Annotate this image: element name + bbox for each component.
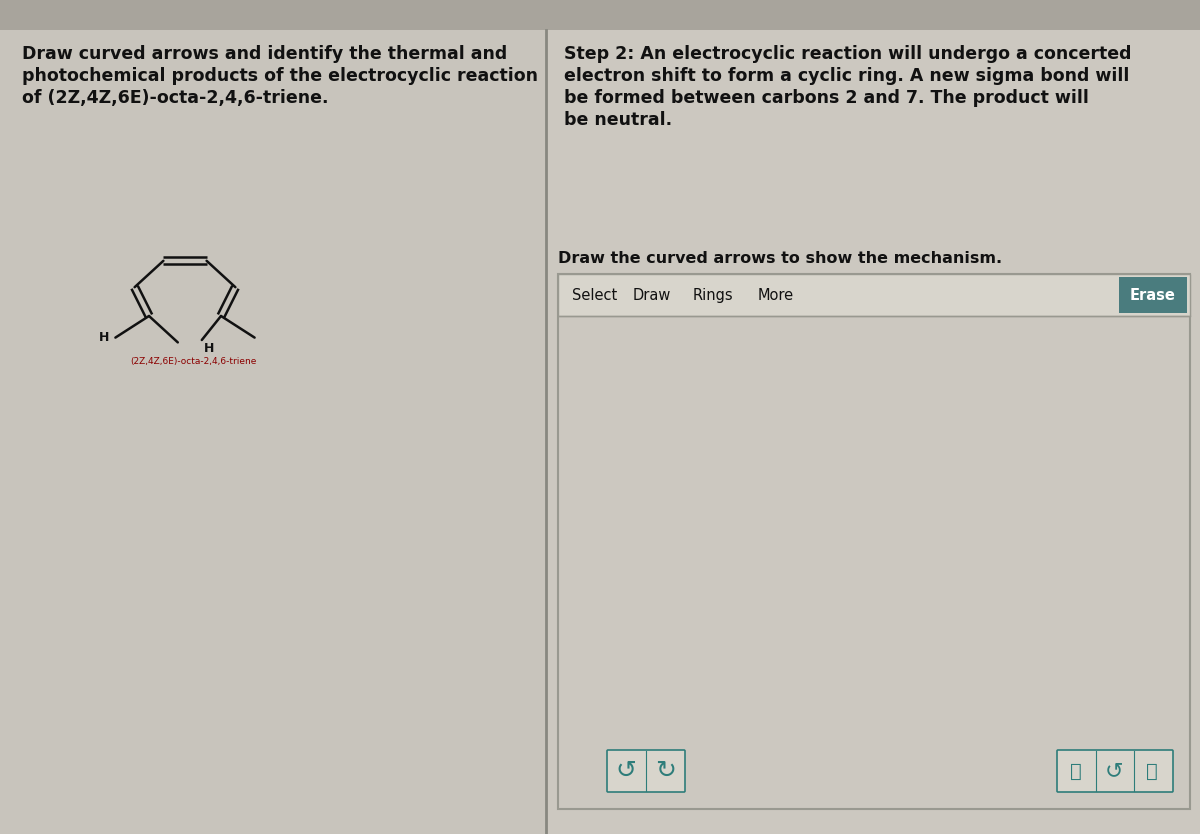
Text: ↺: ↺ bbox=[616, 759, 636, 783]
Text: Step 2: An electrocyclic reaction will undergo a concerted: Step 2: An electrocyclic reaction will u… bbox=[564, 45, 1132, 63]
Text: be neutral.: be neutral. bbox=[564, 111, 672, 129]
Text: Draw the curved arrows to show the mechanism.: Draw the curved arrows to show the mecha… bbox=[558, 251, 1002, 266]
Text: More: More bbox=[758, 288, 794, 303]
Bar bbox=[0, 0, 1200, 30]
Text: ↻: ↻ bbox=[655, 759, 677, 783]
Text: (2Z,4Z,6E)-octa-2,4,6-triene: (2Z,4Z,6E)-octa-2,4,6-triene bbox=[130, 357, 257, 366]
Bar bbox=[546, 30, 1200, 834]
Text: Draw: Draw bbox=[634, 288, 671, 303]
Text: H: H bbox=[204, 342, 214, 355]
Bar bbox=[558, 274, 1190, 809]
Text: ↺: ↺ bbox=[1105, 761, 1123, 781]
Text: Select: Select bbox=[572, 288, 617, 303]
Bar bbox=[1120, 277, 1187, 313]
Text: Rings: Rings bbox=[694, 288, 733, 303]
Text: photochemical products of the electrocyclic reaction: photochemical products of the electrocyc… bbox=[23, 67, 539, 85]
Text: 🔍: 🔍 bbox=[1146, 761, 1158, 781]
Text: electron shift to form a cyclic ring. A new sigma bond will: electron shift to form a cyclic ring. A … bbox=[564, 67, 1129, 85]
Text: 🔍: 🔍 bbox=[1070, 761, 1082, 781]
Bar bbox=[0, 30, 546, 834]
Text: Draw curved arrows and identify the thermal and: Draw curved arrows and identify the ther… bbox=[23, 45, 508, 63]
Text: of (2Z,4Z,6E)-octa-2,4,6-triene.: of (2Z,4Z,6E)-octa-2,4,6-triene. bbox=[23, 89, 329, 107]
FancyBboxPatch shape bbox=[1057, 750, 1174, 792]
Text: Erase: Erase bbox=[1130, 288, 1176, 303]
Text: be formed between carbons 2 and 7. The product will: be formed between carbons 2 and 7. The p… bbox=[564, 89, 1088, 107]
Bar bbox=[558, 274, 1190, 316]
FancyBboxPatch shape bbox=[607, 750, 685, 792]
Text: H: H bbox=[100, 331, 109, 344]
